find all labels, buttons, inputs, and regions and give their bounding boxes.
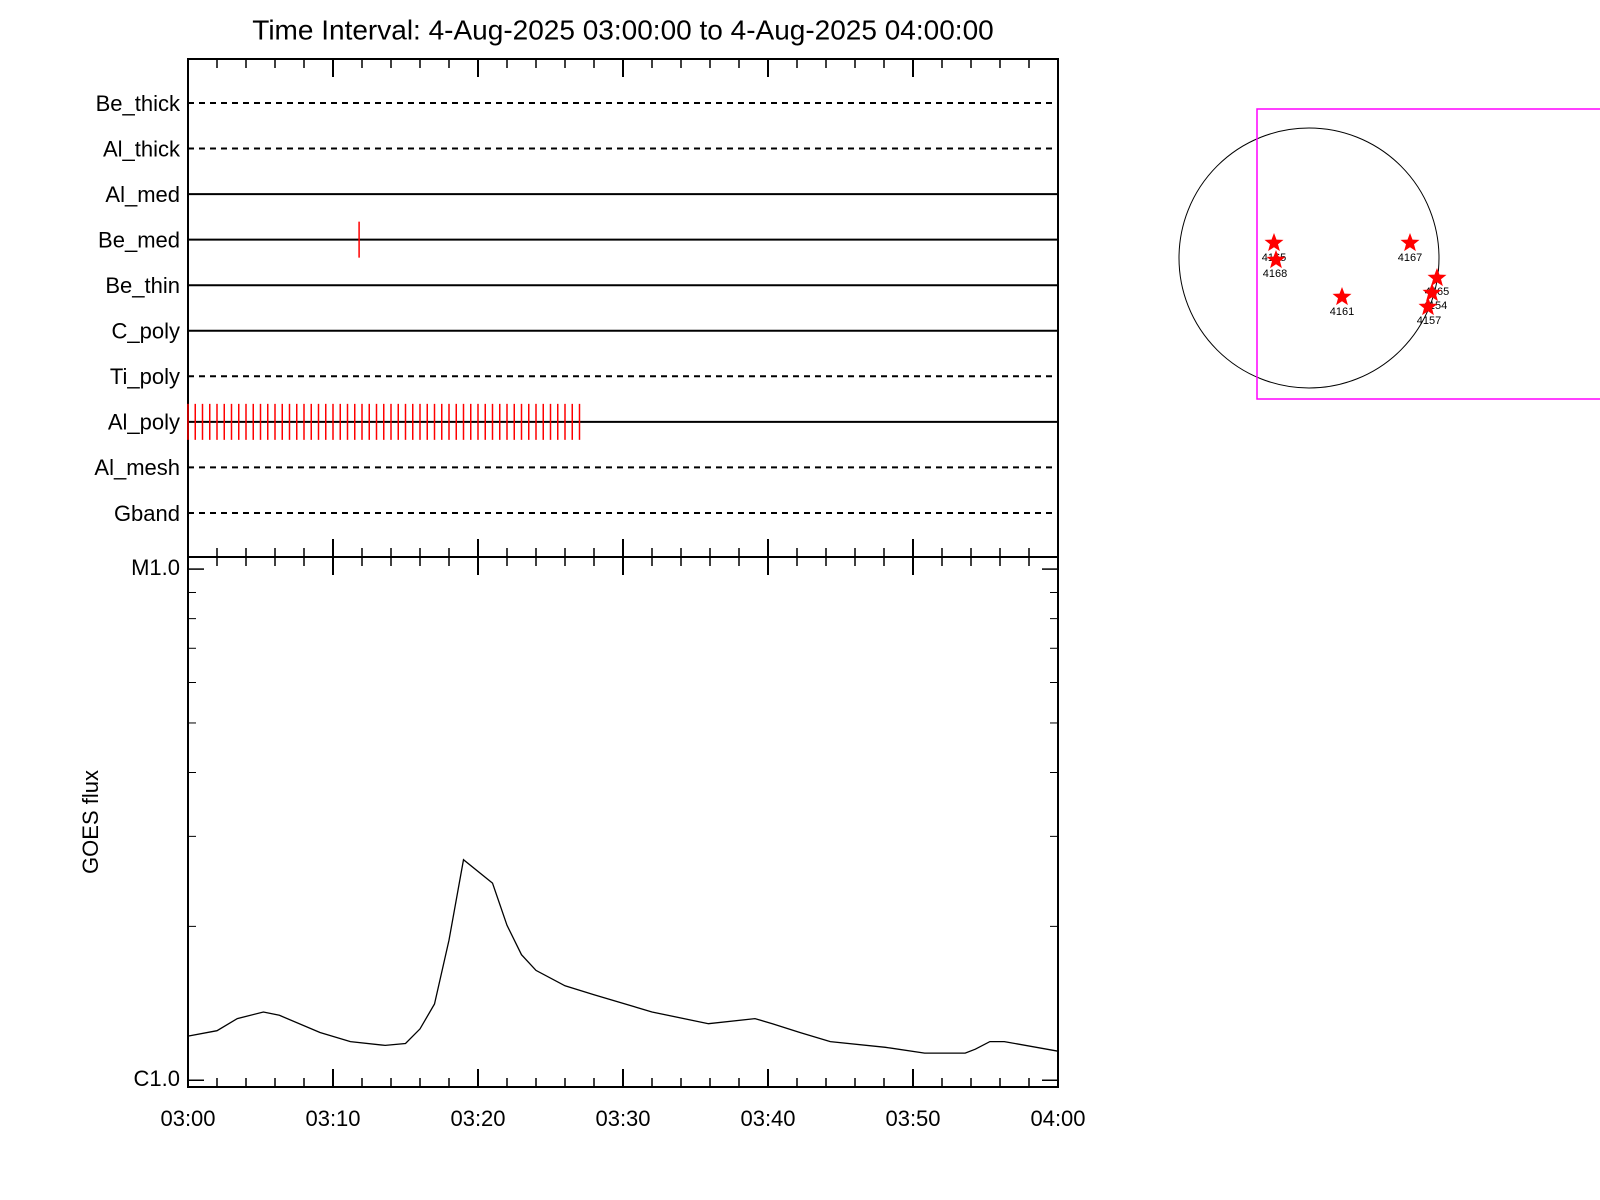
row-label: Be_med xyxy=(98,227,180,252)
row-label: Al_poly xyxy=(108,410,180,435)
flux-line xyxy=(187,858,1059,1054)
region-label: 4161 xyxy=(1330,306,1354,318)
row-label: Be_thick xyxy=(96,91,181,116)
fov-box xyxy=(1256,108,1600,400)
region-label: 4157 xyxy=(1417,315,1441,327)
x-tick-label: 03:10 xyxy=(305,1106,360,1131)
y-tick-label: C1.0 xyxy=(134,1066,180,1091)
x-tick-label: 03:20 xyxy=(450,1106,505,1131)
row-label: C_poly xyxy=(112,319,180,344)
y-tick-label: M1.0 xyxy=(131,555,180,580)
region-star xyxy=(1332,287,1352,306)
region-star xyxy=(1422,283,1442,302)
region-star xyxy=(1427,268,1447,287)
region-star xyxy=(1400,233,1420,252)
x-tick-label: 03:40 xyxy=(740,1106,795,1131)
row-label: Be_thin xyxy=(105,273,180,298)
row-label: Ti_poly xyxy=(110,364,180,389)
region-star xyxy=(1264,233,1284,252)
x-tick-label: 03:00 xyxy=(160,1106,215,1131)
region-star xyxy=(1266,250,1286,269)
region-label: 4167 xyxy=(1398,252,1422,264)
chart-title: Time Interval: 4-Aug-2025 03:00:00 to 4-… xyxy=(252,14,993,45)
y-axis-title: GOES flux xyxy=(78,770,103,874)
row-label: Al_thick xyxy=(103,136,181,161)
region-label: 4168 xyxy=(1263,268,1287,280)
row-label: Gband xyxy=(114,501,180,526)
row-label: Al_mesh xyxy=(94,455,180,480)
region-star xyxy=(1418,297,1438,316)
x-tick-label: 04:00 xyxy=(1030,1106,1085,1131)
x-tick-label: 03:30 xyxy=(595,1106,650,1131)
x-tick-label: 03:50 xyxy=(885,1106,940,1131)
solar-disk xyxy=(1178,127,1440,389)
row-label: Al_med xyxy=(105,182,180,207)
